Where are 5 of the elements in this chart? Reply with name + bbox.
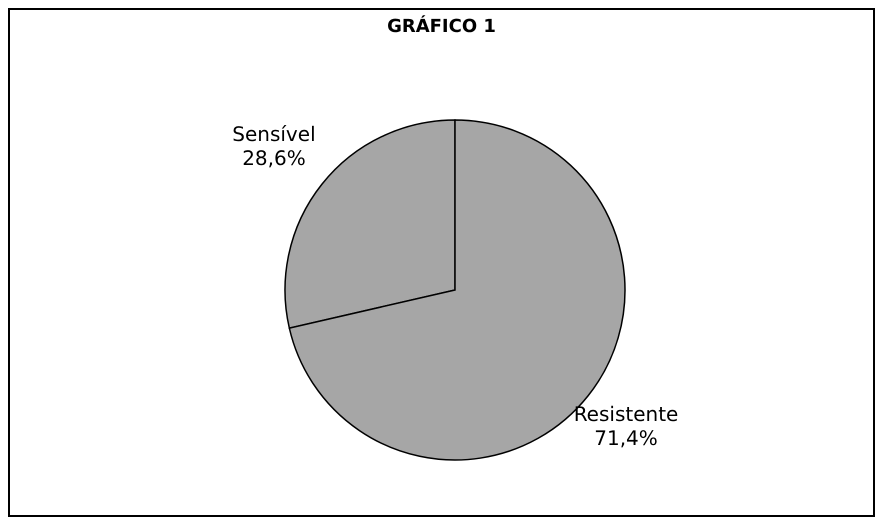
data-label: 28,6% [242, 146, 306, 170]
slice-label: Sensível [232, 122, 316, 146]
slice-label: Resistente [574, 402, 678, 426]
data-label: 71,4% [594, 426, 658, 450]
chart-title: GRÁFICO 1 [386, 16, 497, 37]
